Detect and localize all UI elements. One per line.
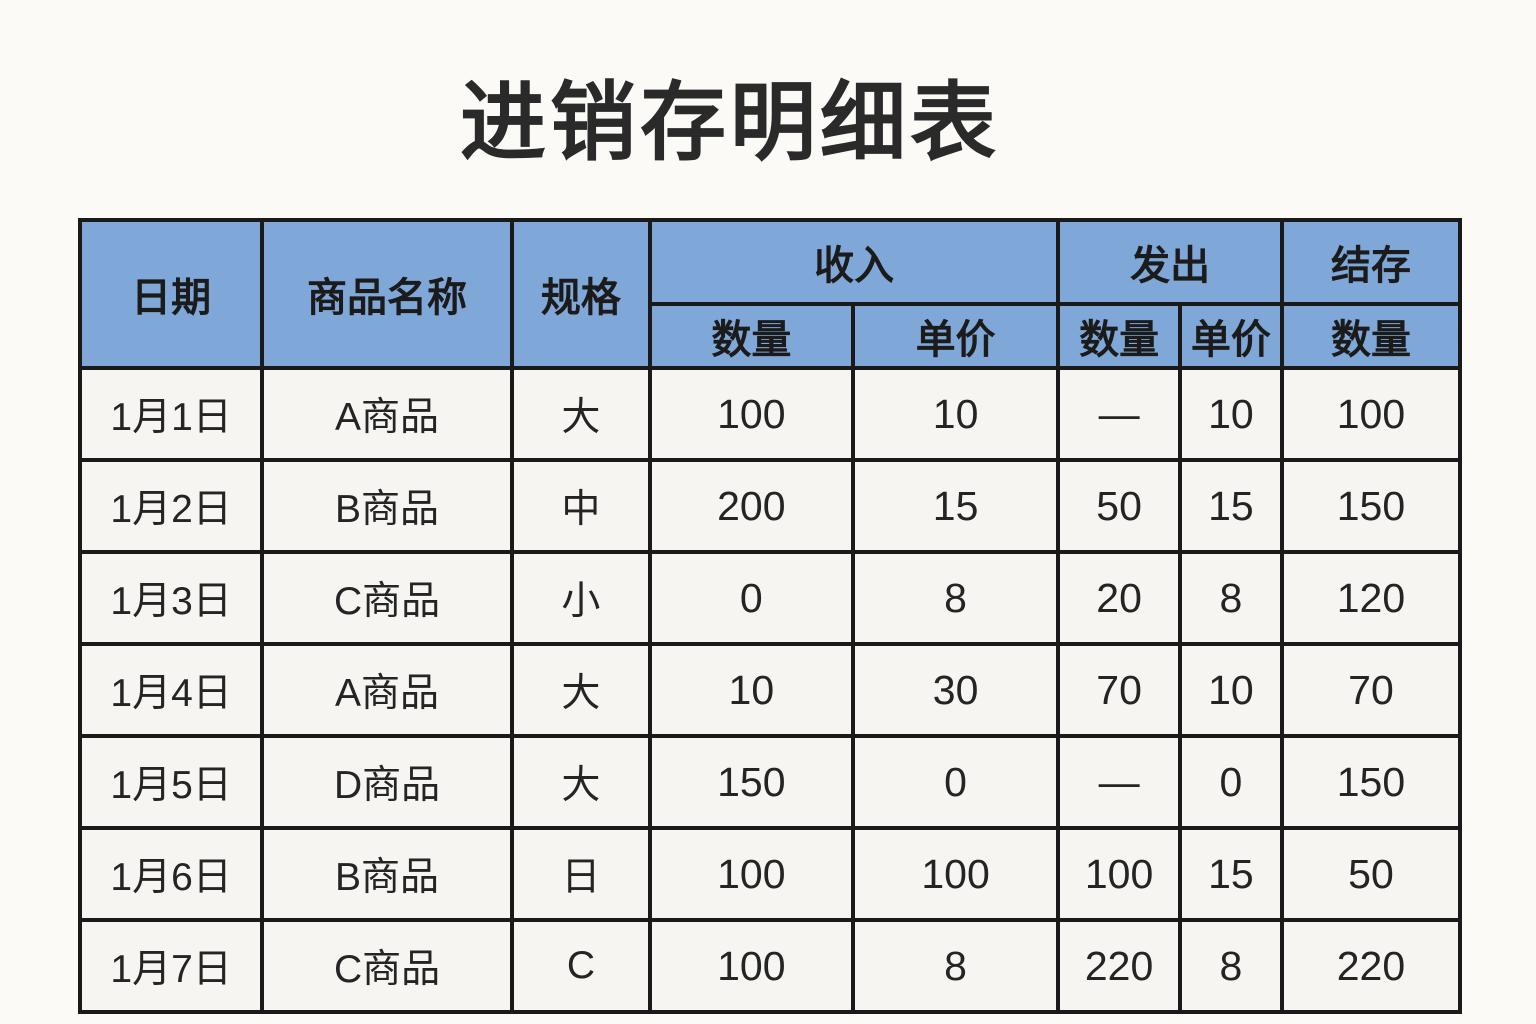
table-cell-spec: 日 (509, 826, 652, 922)
col-header-out-price: 单价 (1177, 302, 1284, 370)
table-cell-in-qty: 100 (647, 918, 855, 1014)
table-row: 1月2日 B商品中 200 15 50 15 150 (77, 458, 1463, 554)
table-cell-out-price: 15 (1177, 826, 1284, 922)
table-cell-date: 1月4日 (77, 642, 265, 738)
table-cell-balance-qty: 150 (1279, 734, 1463, 830)
table-cell-product: A商品 (260, 642, 514, 738)
table-cell-in-qty: 150 (647, 734, 855, 830)
page-title: 进销存明细表 (460, 75, 1000, 171)
header-row-sub: 数量 单价 数量 单价 数量 (80, 302, 1463, 370)
col-header-balance-group: 结存 (1279, 218, 1463, 306)
table-cell-out-qty: — (1056, 734, 1182, 830)
table-cell-in-qty: 10 (647, 642, 855, 738)
col-header-in-group: 收入 (647, 218, 1061, 306)
table-cell-in-price: 30 (850, 642, 1061, 738)
table-cell-spec: C (509, 918, 652, 1014)
table-cell-balance-qty: 150 (1279, 458, 1463, 554)
table-cell-in-price: 8 (850, 918, 1061, 1014)
table-cell-out-price: 15 (1177, 458, 1284, 554)
table-cell-out-qty: 220 (1056, 918, 1182, 1014)
table-cell-spec: 中 (509, 458, 652, 554)
table-cell-spec: 小 (509, 550, 652, 646)
table-cell-in-qty: 200 (647, 458, 855, 554)
table-cell-date: 1月7日 (77, 918, 265, 1014)
table-cell-date: 1月5日 (77, 734, 265, 830)
inventory-table-container: 日期 商品名称 规格 收入 发出 结存 数量 单价 数量 单价 数量 1月1日 A… (77, 218, 1463, 1014)
table-cell-out-price: 10 (1177, 642, 1284, 738)
table-cell-spec: 大 (509, 734, 652, 830)
col-header-in-qty: 数量 (647, 302, 855, 370)
table-cell-product: B商品 (260, 826, 514, 922)
table-cell-product: A商品 (260, 366, 514, 462)
table-cell-in-qty: 0 (647, 550, 855, 646)
table-cell-product: D商品 (260, 734, 514, 830)
col-header-in-price: 单价 (850, 302, 1061, 370)
table-cell-in-price: 8 (850, 550, 1061, 646)
table-cell-spec: 大 (509, 642, 652, 738)
table-cell-out-qty: 20 (1056, 550, 1182, 646)
table-cell-product: C商品 (260, 550, 514, 646)
col-header-out-group: 发出 (1056, 218, 1284, 306)
table-cell-out-qty: — (1056, 366, 1182, 462)
table-row: 1月5日 D商品大 150 0—0 150 (77, 734, 1463, 830)
col-header-spec: 规格 (509, 218, 652, 370)
table-cell-out-price: 8 (1177, 918, 1284, 1014)
table-row: 1月6日 B商品日 100 100 100 15 50 (77, 826, 1463, 922)
table-cell-out-price: 0 (1177, 734, 1284, 830)
table-cell-spec: 大 (509, 366, 652, 462)
table-cell-out-qty: 100 (1056, 826, 1182, 922)
table-cell-product: B商品 (260, 458, 514, 554)
table-cell-balance-qty: 220 (1279, 918, 1463, 1014)
table-cell-in-price: 0 (850, 734, 1061, 830)
table-cell-in-qty: 100 (647, 826, 855, 922)
table-header: 日期 商品名称 规格 收入 发出 结存 数量 单价 数量 单价 数量 (77, 218, 1463, 370)
col-header-out-qty: 数量 (1056, 302, 1182, 370)
table-cell-in-price: 100 (850, 826, 1061, 922)
table-cell-date: 1月2日 (77, 458, 265, 554)
table-cell-date: 1月6日 (77, 826, 265, 922)
col-header-balance-qty: 数量 (1279, 302, 1463, 370)
table-cell-balance-qty: 70 (1279, 642, 1463, 738)
table-cell-in-price: 15 (850, 458, 1061, 554)
table-cell-date: 1月3日 (77, 550, 265, 646)
table-cell-balance-qty: 50 (1279, 826, 1463, 922)
col-header-product: 商品名称 (260, 218, 514, 370)
table-cell-out-price: 8 (1177, 550, 1284, 646)
table-cell-out-price: 10 (1177, 366, 1284, 462)
header-row-groups: 日期 商品名称 规格 收入 发出 结存 (77, 218, 1463, 370)
table-cell-balance-qty: 120 (1279, 550, 1463, 646)
table-row: 1月1日 A商品大 100 10—10 100 (77, 366, 1463, 462)
table-cell-balance-qty: 100 (1279, 366, 1463, 462)
table-cell-product: C商品 (260, 918, 514, 1014)
table-row: 1月7日 C商品 C 100 8 220 8 220 (77, 918, 1463, 1014)
table-cell-in-qty: 100 (647, 366, 855, 462)
table-body: 1月1日 A商品大 100 10—10 100 1月2日 B商品中 200 15 50 15 150 1… (77, 366, 1463, 1014)
table-cell-out-qty: 70 (1056, 642, 1182, 738)
table-row: 1月3日 C商品小 0 8 20 8 120 (77, 550, 1463, 646)
table-row: 1月4日 A商品大 10 30 70 10 70 (77, 642, 1463, 738)
inventory-table: 日期 商品名称 规格 收入 发出 结存 数量 单价 数量 单价 数量 1月1日 A… (77, 218, 1463, 1014)
table-cell-date: 1月1日 (77, 366, 265, 462)
table-cell-in-price: 10 (850, 366, 1061, 462)
table-cell-out-qty: 50 (1056, 458, 1182, 554)
col-header-date: 日期 (77, 218, 265, 370)
